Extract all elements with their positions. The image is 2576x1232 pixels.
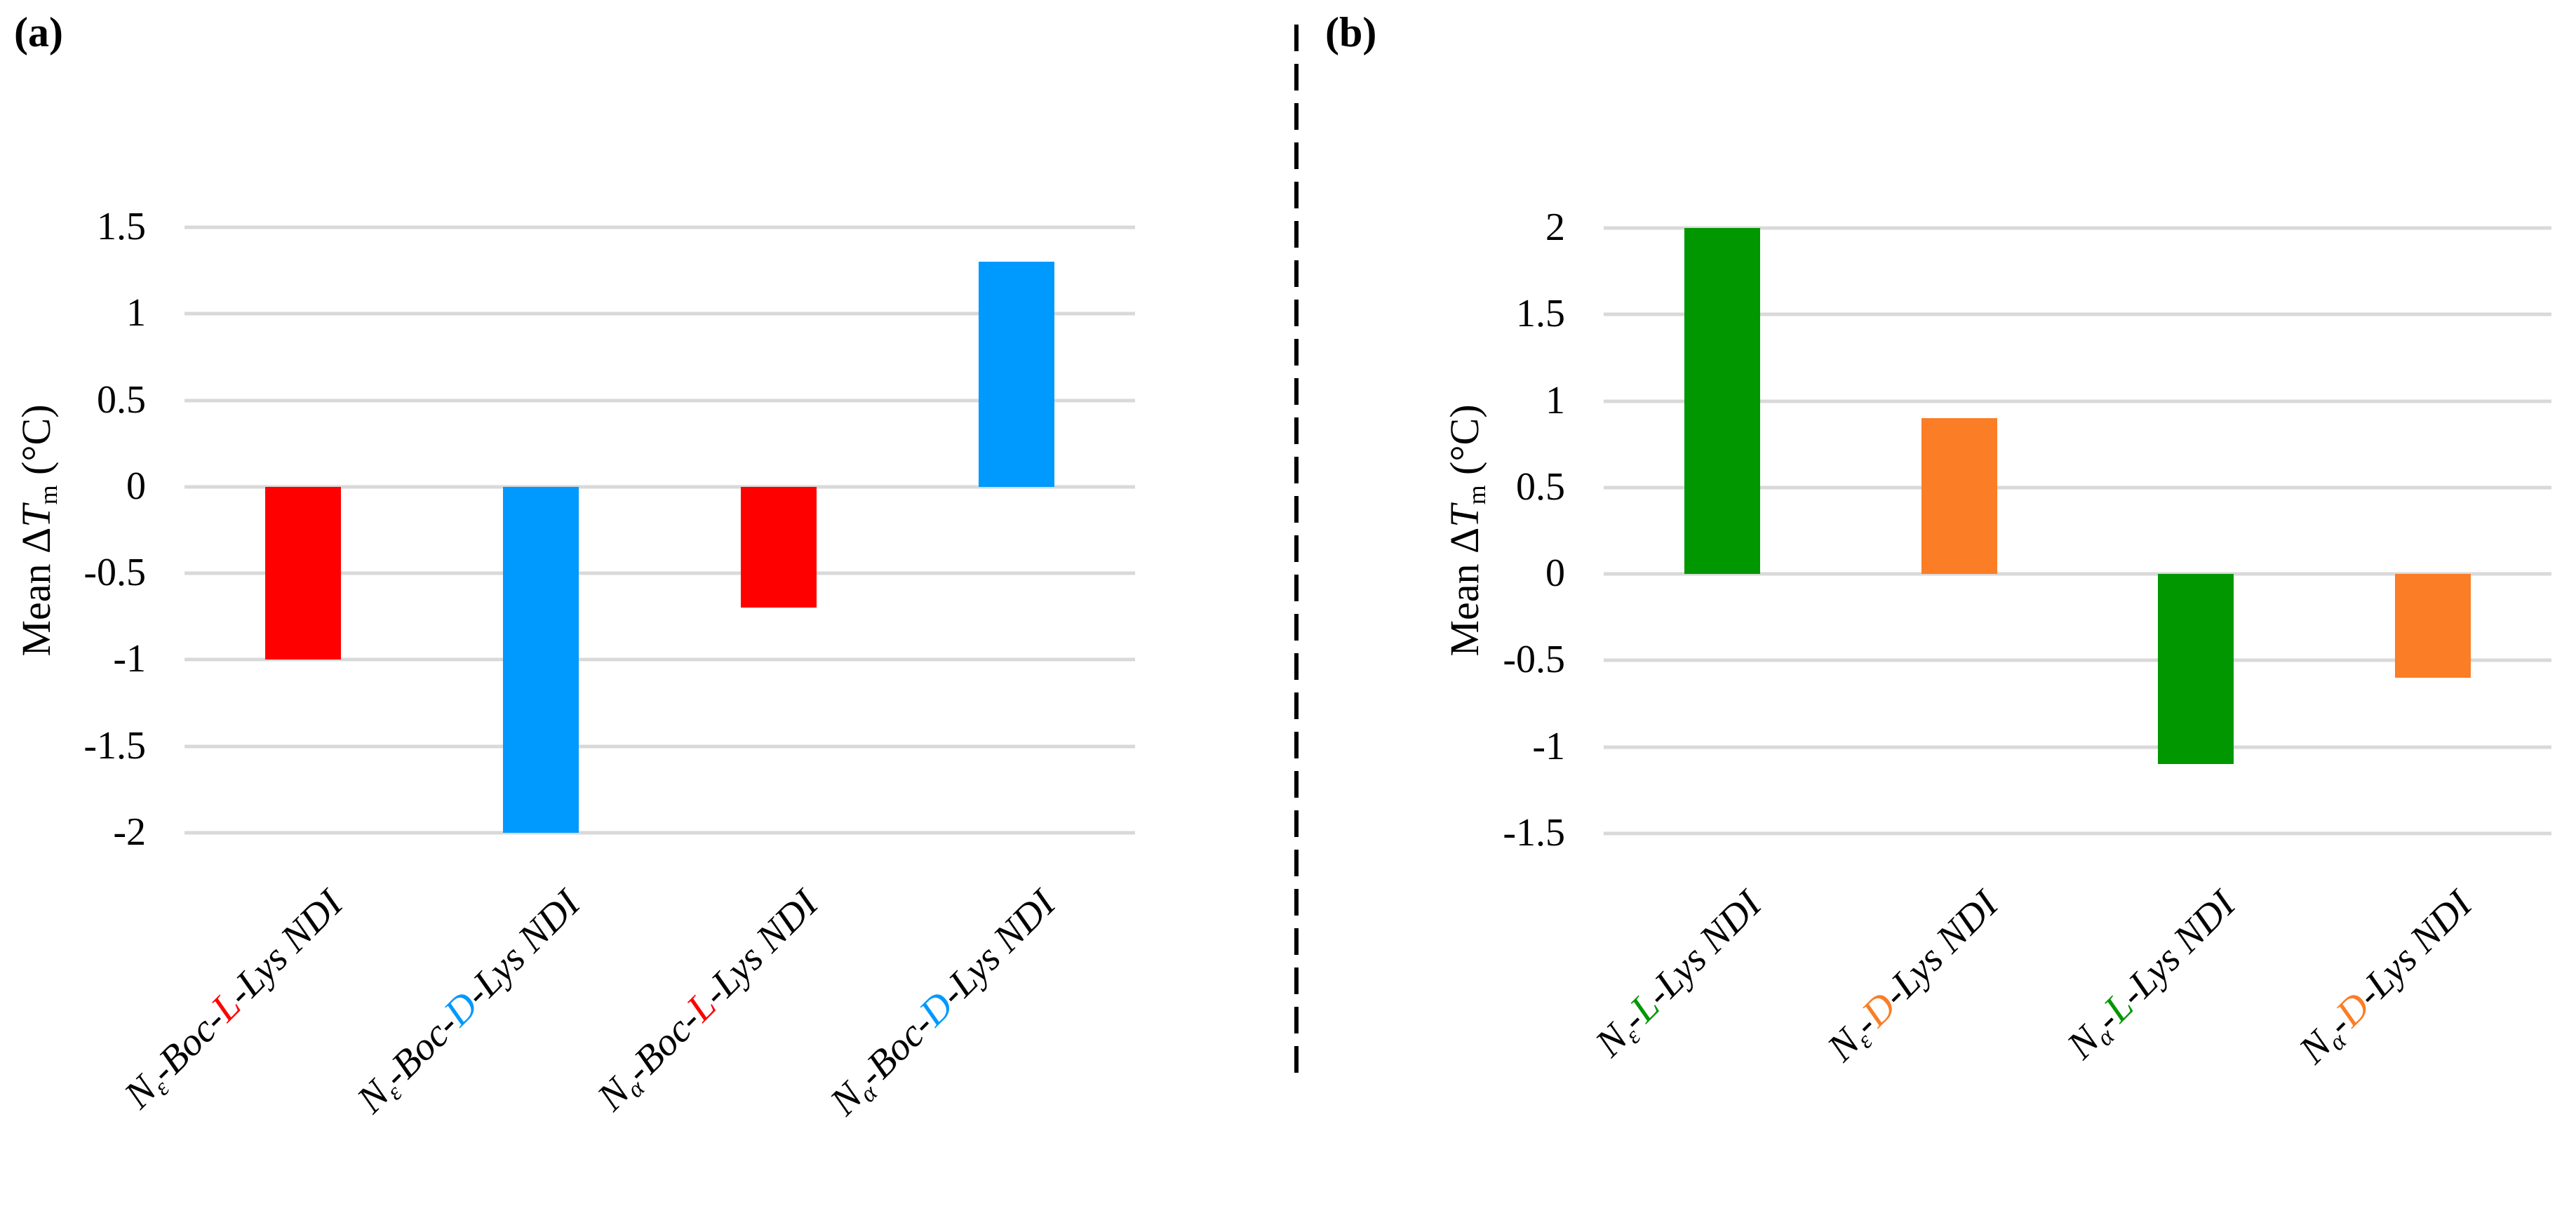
gridline-a--1	[185, 657, 1135, 662]
gridline-b--0.5	[1604, 658, 2551, 662]
gridline-b-0	[1604, 572, 2551, 576]
y-tick-label-a--2: -2	[113, 810, 146, 854]
bar-a-3	[740, 486, 817, 608]
gridline-a-0.5	[185, 399, 1135, 403]
gridline-a--2	[185, 831, 1135, 835]
y-tick-label-a-0: 0	[126, 464, 146, 508]
y-axis-title-b: Mean ΔTm (°C)	[1442, 404, 1491, 657]
category-label-b-3: Nα-L-Lys NDI	[2058, 882, 2244, 1068]
y-tick-label-b--0.5: -0.5	[1503, 638, 1565, 682]
gridline-a--0.5	[185, 571, 1135, 575]
gridline-b--1	[1604, 745, 2551, 749]
y-tick-label-a-1.5: 1.5	[97, 204, 146, 248]
bar-b-2	[1921, 418, 1997, 575]
panel-divider-dashed-line	[1294, 25, 1299, 1080]
bar-b-3	[2158, 574, 2234, 765]
gridline-b-1	[1604, 399, 2551, 403]
gridline-b-2	[1604, 226, 2551, 230]
y-tick-label-b--1: -1	[1532, 724, 1565, 768]
gridline-a-0	[185, 485, 1135, 489]
category-label-a-2: Nε-Boc-D-Lys NDI	[349, 881, 589, 1122]
category-label-b-4: Nα-D-Lys NDI	[2290, 882, 2481, 1072]
bar-a-4	[978, 262, 1054, 487]
bar-b-4	[2395, 574, 2471, 678]
category-label-b-1: Nε-L-Lys NDI	[1587, 882, 1770, 1066]
y-tick-label-a--1: -1	[113, 637, 146, 681]
category-label-a-3: Nα-Boc-L-Lys NDI	[589, 881, 826, 1120]
gridline-b-0.5	[1604, 486, 2551, 490]
panel-a-label: (a)	[14, 9, 63, 55]
y-tick-label-a-1: 1	[126, 291, 146, 335]
category-label-a-4: Nα-Boc-D-Lys NDI	[821, 881, 1064, 1124]
gridline-b-1.5	[1604, 312, 2551, 316]
bar-a-1	[265, 486, 342, 660]
bar-a-2	[503, 486, 579, 833]
y-tick-label-b-2: 2	[1545, 205, 1565, 249]
y-tick-label-a--1.5: -1.5	[83, 723, 146, 768]
y-tick-label-b-0: 0	[1545, 551, 1565, 596]
category-label-a-1: Nε-Boc-L-Lys NDI	[116, 881, 351, 1117]
y-axis-title-a: Mean ΔTm (°C)	[13, 404, 63, 657]
y-tick-label-b--1.5: -1.5	[1503, 810, 1565, 855]
gridline-b--1.5	[1604, 831, 2551, 836]
y-tick-label-b-1.5: 1.5	[1516, 292, 1565, 336]
bar-b-1	[1684, 228, 1760, 575]
panel-b-label: (b)	[1325, 9, 1377, 55]
y-tick-label-b-0.5: 0.5	[1516, 464, 1565, 509]
y-tick-label-b-1: 1	[1545, 378, 1565, 422]
y-tick-label-a--0.5: -0.5	[83, 551, 146, 595]
y-tick-label-a-0.5: 0.5	[97, 377, 146, 422]
gridline-a-1.5	[185, 225, 1135, 229]
gridline-a-1	[185, 312, 1135, 316]
category-label-b-2: Nε-D-Lys NDI	[1819, 882, 2007, 1070]
gridline-a--1.5	[185, 744, 1135, 749]
